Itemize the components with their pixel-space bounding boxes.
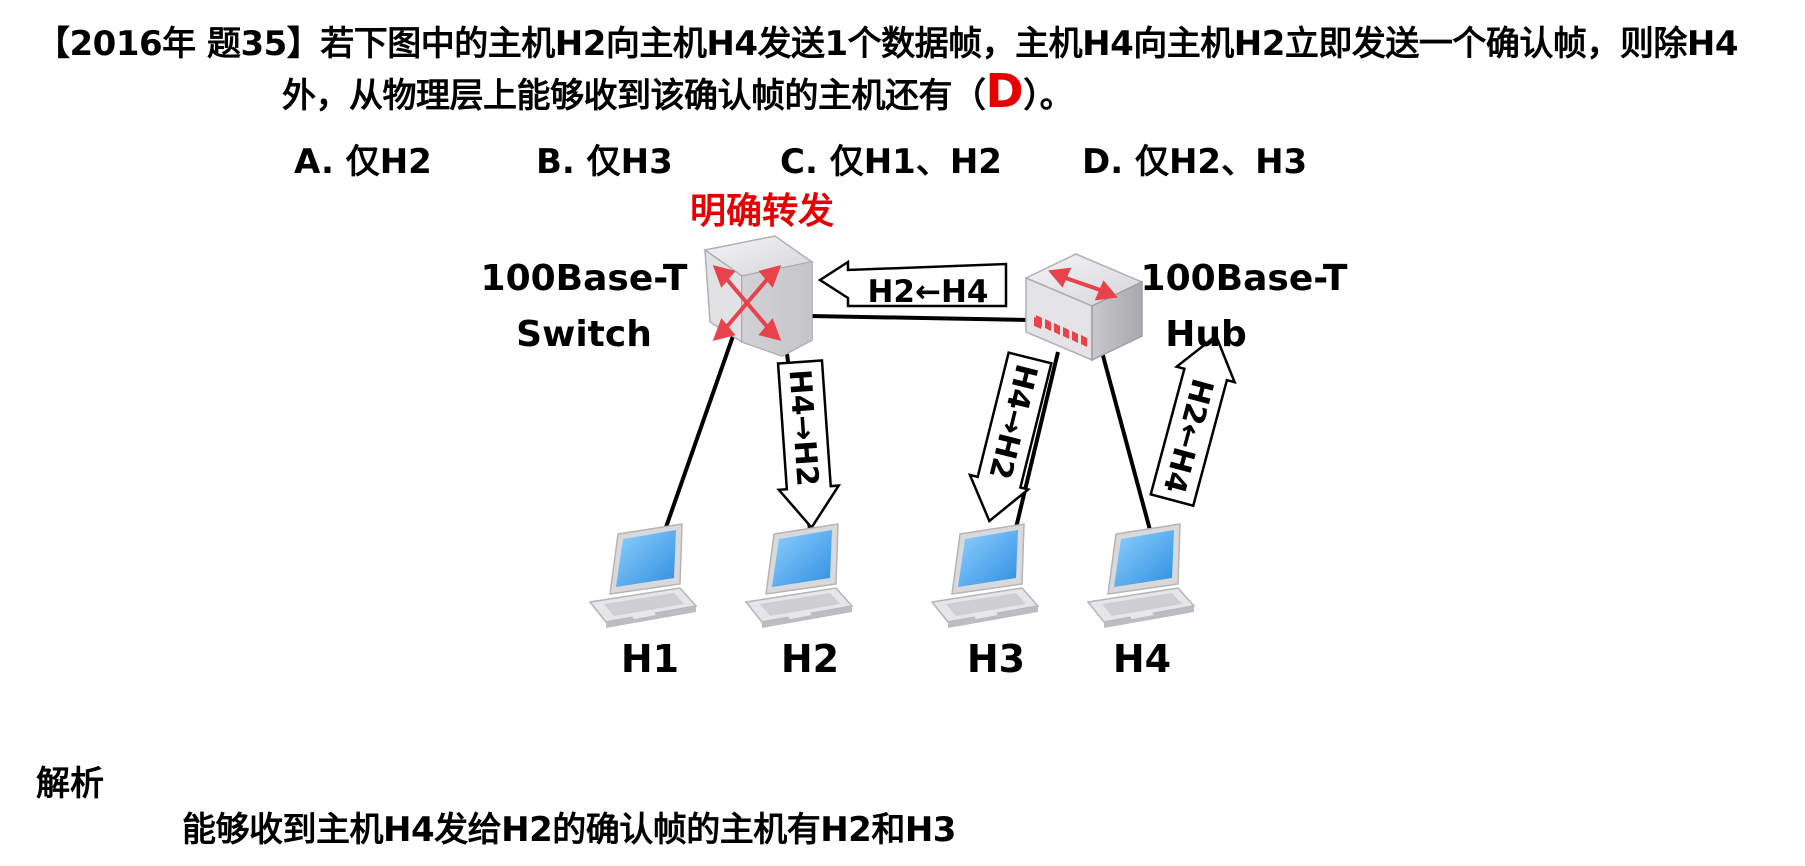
option-a: A. 仅H2	[294, 142, 432, 182]
analysis-text: 能够收到主机H4发给H2的确认帧的主机有H2和H3	[182, 810, 956, 850]
h4-link	[1100, 351, 1152, 531]
option-b: B. 仅H3	[536, 142, 673, 182]
hub-arrow-icon	[1048, 267, 1118, 301]
arrow-hub-to-switch: H2←H4	[817, 259, 1008, 310]
question-line-2-start: 外，从物理层上能够收到该确认帧的主机还有（	[282, 76, 986, 116]
laptop-h3-icon	[931, 523, 1039, 629]
switch-label-2: Switch	[516, 314, 652, 355]
answer-letter: D	[985, 64, 1024, 118]
option-d: D. 仅H2、H3	[1082, 142, 1308, 182]
h1-link	[663, 335, 735, 531]
hub-label-1: 100Base-T	[1141, 258, 1348, 299]
laptop-h2-icon	[745, 523, 853, 629]
hub-label-2: Hub	[1165, 314, 1247, 355]
switch-icon	[703, 235, 814, 357]
host-label-h2: H2	[781, 637, 839, 681]
host-label-h3: H3	[967, 637, 1025, 681]
arrow-switch-to-h2-label: H4→H2	[782, 368, 825, 487]
switch-arrows-icon	[712, 265, 782, 341]
question-line-2-end: ）。	[1023, 76, 1074, 116]
host-label-h1: H1	[621, 637, 679, 681]
arrow-hub-to-h3: H4→H2	[967, 351, 1053, 524]
question-line-1: 【2016年 题35】若下图中的主机H2向主机H4发送1个数据帧，主机H4向主机…	[36, 24, 1739, 64]
switch-note: 明确转发	[690, 191, 834, 232]
switch-label-1: 100Base-T	[481, 258, 688, 299]
h3-link	[1013, 351, 1060, 533]
arrow-switch-to-h2: H4→H2	[776, 359, 842, 530]
hub-icon	[1024, 253, 1144, 362]
host-label-h4: H4	[1113, 637, 1171, 681]
question-line-2: 外，从物理层上能够收到该确认帧的主机还有（D）。	[282, 64, 1074, 118]
laptop-h1-icon	[589, 523, 697, 629]
analysis-heading: 解析	[36, 764, 104, 804]
option-c: C. 仅H1、H2	[780, 142, 1002, 182]
arrow-hub-to-switch-label: H2←H4	[867, 274, 988, 310]
laptop-h4-icon	[1087, 523, 1195, 629]
switch-hub-link	[809, 314, 1031, 322]
